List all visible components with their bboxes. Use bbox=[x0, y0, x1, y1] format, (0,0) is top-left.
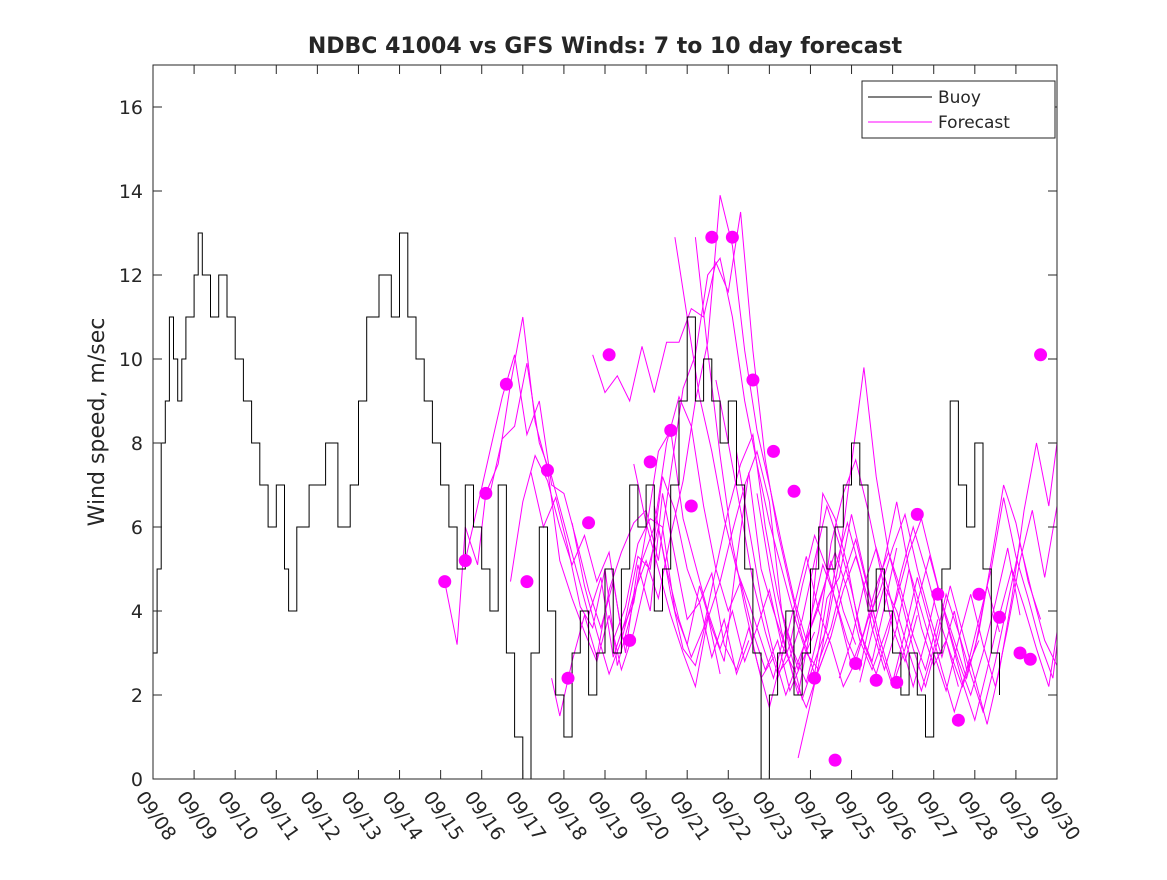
forecast-marker bbox=[705, 230, 719, 244]
y-tick-label: 14 bbox=[119, 181, 143, 203]
y-tick-label: 12 bbox=[119, 265, 143, 287]
forecast-marker bbox=[540, 463, 554, 477]
forecast-marker bbox=[623, 633, 637, 647]
legend-box bbox=[861, 80, 1056, 139]
forecast-marker bbox=[951, 713, 965, 727]
forecast-marker bbox=[787, 484, 801, 498]
forecast-run-line bbox=[530, 395, 816, 693]
legend-buoy-label: Buoy bbox=[938, 88, 981, 108]
forecast-run-line bbox=[510, 428, 795, 671]
buoy-series-line bbox=[153, 232, 1000, 780]
forecast-run-line bbox=[756, 484, 1042, 710]
buoy-line-group bbox=[153, 232, 1000, 780]
forecast-marker bbox=[1023, 652, 1037, 666]
axes-box bbox=[152, 64, 1058, 780]
plot-area bbox=[153, 65, 1057, 779]
forecast-run-line bbox=[489, 363, 774, 680]
forecast-marker bbox=[849, 657, 863, 670]
forecast-marker bbox=[1034, 348, 1048, 362]
forecast-marker bbox=[992, 610, 1006, 624]
forecast-run-line bbox=[674, 237, 959, 687]
y-tick-label: 2 bbox=[131, 685, 143, 707]
forecast-run-line bbox=[551, 257, 832, 717]
forecast-run-line bbox=[444, 316, 721, 675]
forecast-marker bbox=[520, 575, 534, 589]
forecast-marker bbox=[828, 753, 842, 767]
y-axis-label: Wind speed, m/sec bbox=[85, 318, 110, 527]
y-tick-label: 4 bbox=[131, 601, 143, 623]
forecast-marker bbox=[910, 507, 924, 521]
forecast-lines bbox=[444, 195, 1058, 759]
forecast-marker bbox=[561, 671, 575, 685]
forecast-run-line bbox=[859, 543, 1058, 714]
forecast-marker bbox=[746, 373, 760, 387]
forecast-markers bbox=[438, 230, 1048, 767]
forecast-marker bbox=[643, 455, 657, 469]
forecast-marker bbox=[499, 377, 513, 391]
forecast-marker bbox=[602, 348, 616, 362]
y-tick-label: 8 bbox=[131, 433, 143, 455]
forecast-marker bbox=[725, 230, 739, 244]
y-tick-label: 6 bbox=[131, 517, 143, 539]
forecast-run-line bbox=[838, 546, 1058, 723]
forecast-run-line bbox=[612, 472, 898, 696]
forecast-marker bbox=[1013, 646, 1027, 660]
forecast-marker bbox=[458, 554, 472, 568]
y-axis-ticks: 0 2 4 6 8 10 12 14 16 bbox=[119, 97, 1057, 791]
y-tick-label: 16 bbox=[119, 97, 143, 119]
forecast-run-line bbox=[694, 237, 980, 708]
forecast-run-line bbox=[633, 449, 918, 689]
plot-series-group bbox=[153, 195, 1058, 780]
forecast-marker bbox=[684, 499, 698, 513]
forecast-run-line bbox=[777, 442, 1058, 725]
forecast-marker bbox=[582, 516, 596, 530]
forecast-run-line bbox=[592, 211, 877, 675]
forecast-marker bbox=[766, 444, 780, 458]
legend: Buoy Forecast bbox=[861, 80, 1056, 139]
forecast-marker bbox=[931, 587, 945, 601]
forecast-marker bbox=[972, 587, 986, 601]
forecast-marker bbox=[869, 673, 883, 687]
forecast-marker bbox=[479, 486, 493, 500]
forecast-run-line bbox=[715, 379, 1000, 689]
forecast-run-line bbox=[736, 451, 1021, 697]
legend-forecast-label: Forecast bbox=[938, 113, 1010, 133]
y-tick-label: 10 bbox=[119, 349, 143, 371]
forecast-run-line bbox=[818, 497, 1058, 714]
chart-title: NDBC 41004 vs GFS Winds: 7 to 10 day for… bbox=[308, 34, 903, 59]
forecast-marker bbox=[664, 423, 678, 437]
y-tick-label: 0 bbox=[131, 769, 143, 791]
forecast-run-line bbox=[464, 354, 750, 676]
forecast-marker bbox=[438, 575, 452, 589]
forecast-marker bbox=[808, 671, 822, 685]
forecast-marker bbox=[890, 675, 904, 689]
